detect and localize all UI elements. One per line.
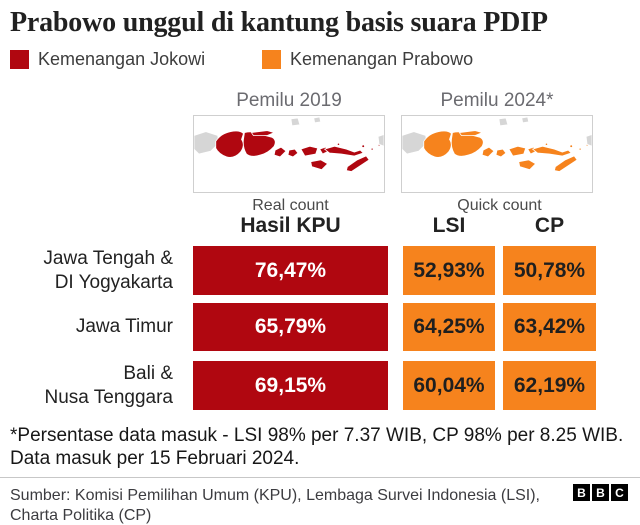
cell-value: 69,15% — [254, 373, 327, 397]
islands-2024 — [402, 116, 592, 172]
column-header-kpu: Hasil KPU — [240, 214, 341, 237]
legend-item-prabowo: Kemenangan Prabowo — [262, 49, 473, 70]
cell-value: 64,25% — [413, 315, 485, 338]
row-label-line: Jawa Timur — [75, 316, 173, 337]
cell-value: 76,47% — [254, 258, 327, 282]
cell-jateng-cp: 50,78% — [503, 246, 596, 295]
page-title: Prabowo unggul di kantung basis suara PD… — [10, 7, 548, 38]
map-2019 — [193, 115, 385, 193]
legend-item-jokowi: Kemenangan Jokowi — [10, 49, 205, 70]
cell-value: 65,79% — [254, 315, 327, 338]
cell-value: 52,93% — [413, 258, 485, 282]
cell-jateng-lsi: 52,93% — [403, 246, 495, 295]
prabowo-color-swatch — [262, 50, 281, 69]
bbc-logo-block-c: C — [611, 484, 628, 501]
bbc-logo-block-b1: B — [573, 484, 590, 501]
footnote: *Persentase data masuk - LSI 98% per 7.3… — [10, 424, 634, 470]
islands-2019 — [194, 116, 384, 172]
map-2024-svg — [402, 116, 592, 172]
map-title-2024: Pemilu 2024* — [440, 90, 554, 111]
cell-value: 62,19% — [513, 373, 586, 397]
divider-line — [0, 477, 640, 478]
footnote-line-2: Data masuk per 15 Februari 2024. — [10, 448, 300, 469]
cell-value: 60,04% — [413, 373, 485, 397]
column-header-cp: CP — [534, 214, 565, 237]
row-label-line: Nusa Tenggara — [44, 386, 173, 408]
legend-label-prabowo: Kemenangan Prabowo — [290, 49, 474, 69]
row-label-line: Jawa Tengah & — [43, 247, 173, 269]
cell-balinusra-cp: 62,19% — [503, 361, 596, 410]
column-header-lsi: LSI — [432, 214, 466, 237]
source-attribution: Sumber: Komisi Pemilihan Umum (KPU), Lem… — [10, 487, 540, 524]
row-label-jateng-diy: Jawa Tengah & DI Yogyakarta — [0, 246, 173, 295]
bbc-logo-block-b2: B — [592, 484, 609, 501]
row-label-bali-nusra: Bali & Nusa Tenggara — [0, 361, 173, 410]
row-label-jatim: Jawa Timur — [0, 303, 173, 351]
footnote-line-1: *Persentase data masuk - LSI 98% per 7.3… — [10, 425, 624, 446]
cell-jatim-cp: 63,42% — [503, 303, 596, 351]
cell-balinusra-kpu: 69,15% — [193, 361, 388, 410]
map-title-2019: Pemilu 2019 — [236, 90, 342, 111]
real-count-label: Real count — [252, 197, 329, 214]
bbc-logo: B B C — [573, 484, 628, 501]
cell-value: 50,78% — [513, 258, 586, 282]
legend-label-jokowi: Kemenangan Jokowi — [38, 49, 206, 69]
cell-jateng-kpu: 76,47% — [193, 246, 388, 295]
map-2024 — [401, 115, 593, 193]
quick-count-label: Quick count — [457, 197, 542, 214]
cell-jatim-kpu: 65,79% — [193, 303, 388, 351]
jokowi-color-swatch — [10, 50, 29, 69]
map-2019-svg — [194, 116, 384, 172]
row-label-line: Bali & — [123, 362, 173, 384]
cell-jatim-lsi: 64,25% — [403, 303, 495, 351]
cell-value: 63,42% — [513, 315, 586, 338]
cell-balinusra-lsi: 60,04% — [403, 361, 495, 410]
row-label-line: DI Yogyakarta — [54, 271, 173, 293]
